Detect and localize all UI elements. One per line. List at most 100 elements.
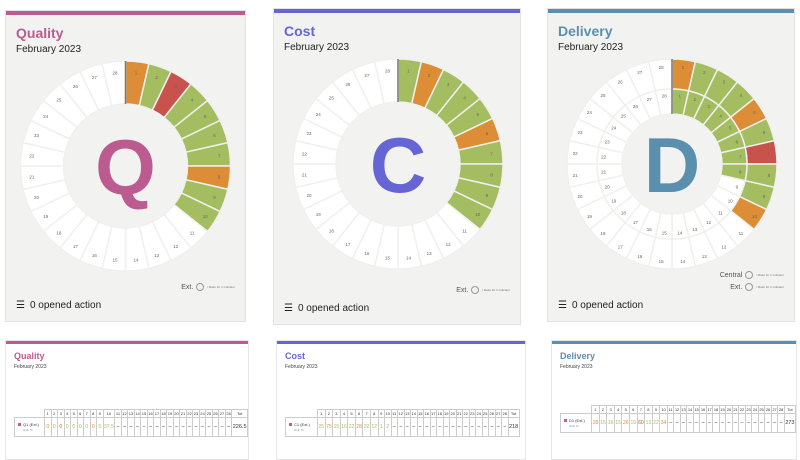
legend-label: Ext. (730, 283, 743, 291)
day-label: 10 (752, 214, 758, 219)
day-value-cell[interactable]: 28 (591, 413, 600, 433)
day-value-cell[interactable]: 12 (369, 417, 379, 437)
day-label: 22 (302, 151, 308, 156)
day-value-cell[interactable]: 0 (63, 417, 71, 437)
day-label: 8 (739, 170, 742, 175)
cost-table-card[interactable]: Cost February 2023 1 2 3 4 5 6 7 8 9 10 11 12 13 14 15 16… (276, 340, 526, 460)
day-value-cell[interactable]: 15 (598, 413, 608, 433)
day-label: 13 (427, 251, 433, 256)
table-title[interactable]: Cost (285, 351, 305, 361)
opened-actions-link[interactable]: ☰ 0 opened action (284, 303, 369, 314)
cost-card[interactable]: Cost February 2023 1 2 3 4 5 6 7 8 9 10 11 12 13 14 15 16… (273, 8, 521, 325)
day-value-cell[interactable]: 16 (606, 413, 615, 433)
day-label: 4 (463, 95, 466, 100)
day-value-cell[interactable]: 0 (83, 417, 91, 437)
day-header: 1 (591, 405, 600, 414)
delivery-card[interactable]: Delivery February 2023 1 2 3 4 5 6 7 8 9 10 11 12 13 14… (547, 8, 795, 322)
day-value-cell[interactable]: 28 (354, 417, 364, 437)
day-value-cell[interactable]: 15 (613, 413, 623, 433)
day-value-cell[interactable]: – (718, 413, 727, 433)
day-value-cell[interactable]: – (120, 417, 129, 437)
day-value-cell[interactable]: – (666, 413, 675, 433)
day-value-cell[interactable]: – (744, 413, 753, 433)
day-label: 7 (768, 151, 771, 156)
day-label: 26 (618, 79, 624, 84)
day-value-cell[interactable]: 22 (651, 413, 661, 433)
day-label: 8 (490, 173, 493, 178)
day-label: 16 (637, 254, 643, 259)
day-label: 24 (316, 112, 322, 117)
day-value-cell[interactable]: 34 (659, 413, 668, 433)
row-label: C1 (Ext.) (294, 422, 310, 427)
day-value-cell[interactable]: – (705, 413, 714, 433)
day-value-cell[interactable]: 22 (362, 417, 371, 437)
card-title[interactable]: Cost (284, 23, 316, 39)
row-label-cell[interactable]: D1 (Ext.) Unit: % (559, 413, 593, 433)
day-value-cell[interactable]: 0 (70, 417, 78, 437)
day-label: 1 (407, 68, 410, 73)
day-value-cell[interactable]: – (770, 413, 779, 433)
day-value-cell[interactable]: – (114, 417, 122, 437)
day-value-cell[interactable]: – (725, 413, 733, 433)
opened-actions-link[interactable]: ☰ 0 opened action (16, 300, 101, 311)
day-value-cell[interactable]: 22 (347, 417, 356, 437)
daily-values-table: 1 2 3 4 5 6 7 8 9 10 11 12 13 14 15 16 17 18 19 20 21 22 23 24 2… (14, 409, 248, 437)
day-label: 2 (703, 70, 706, 75)
day-label: 3 (447, 82, 450, 87)
legend-item: Ext. / Ratio for 1 indicator (730, 283, 784, 291)
day-label: 18 (56, 231, 62, 236)
legend-circle-icon (745, 271, 754, 279)
day-value-cell[interactable]: 60 (636, 413, 646, 433)
day-value-cell[interactable]: – (764, 413, 772, 433)
legend-circle-icon (471, 286, 480, 294)
delivery-table-card[interactable]: Delivery February 2023 1 2 3 4 5 6 7 8 9 10 11 12 13 14… (551, 340, 797, 460)
row-label-cell[interactable]: C1 (Ext.) Unit: % (285, 417, 318, 437)
day-header: 3 (332, 409, 341, 418)
card-title[interactable]: Delivery (558, 23, 613, 39)
day-value-cell[interactable]: 19 (629, 413, 638, 433)
day-value-cell[interactable]: – (686, 413, 694, 433)
opened-actions-label: 0 opened action (297, 303, 370, 314)
day-value-cell[interactable]: – (751, 413, 759, 433)
day-label: 5 (753, 110, 756, 115)
row-label-cell[interactable]: Q1 (Ext.) Unit: % (14, 417, 45, 437)
day-value-cell[interactable]: 0 (89, 417, 97, 437)
day-value-cell[interactable]: – (692, 413, 701, 433)
day-value-cell[interactable]: – (712, 413, 720, 433)
quality-table-card[interactable]: Quality February 2023 1 2 3 4 5 6 7 8 9 10 11 12 13 14 1… (5, 340, 249, 460)
day-value-cell[interactable]: – (673, 413, 681, 433)
day-value-cell[interactable]: 26 (621, 413, 630, 433)
day-value-cell[interactable]: – (731, 413, 740, 433)
card-color-bar (277, 341, 525, 344)
day-label: 4 (740, 93, 743, 98)
day-label: 14 (406, 256, 412, 261)
day-header: 8 (369, 409, 379, 418)
day-label: 19 (611, 199, 617, 204)
day-value-cell[interactable]: 0 (76, 417, 84, 437)
day-value-cell[interactable]: 37.5 (102, 417, 116, 437)
opened-actions-label: 0 opened action (29, 300, 102, 311)
table-title[interactable]: Delivery (560, 351, 596, 361)
quality-card[interactable]: Quality February 2023 1 2 3 4 5 6 7 8 9 10 11 12 13 14 1… (5, 10, 246, 322)
day-label: 27 (92, 75, 98, 80)
day-label: 6 (486, 131, 489, 136)
day-value-cell[interactable]: 13 (644, 413, 653, 433)
day-value-cell[interactable]: 16 (339, 417, 349, 437)
day-header: 3 (606, 405, 615, 414)
day-value-cell[interactable]: 15 (332, 417, 341, 437)
total-value-cell: 273 (783, 413, 797, 433)
day-label: 1 (682, 65, 685, 70)
day-value-cell[interactable]: – (738, 413, 746, 433)
header-spacer (561, 406, 592, 414)
day-value-cell[interactable]: – (679, 413, 688, 433)
day-value-cell[interactable]: 75 (324, 417, 334, 437)
opened-actions-link[interactable]: ☰ 0 opened action (558, 300, 643, 311)
day-label: 26 (73, 84, 79, 89)
table-title[interactable]: Quality (14, 351, 45, 361)
day-value-cell[interactable]: – (757, 413, 766, 433)
day-value-cell[interactable]: 25 (317, 417, 326, 437)
day-label: 24 (43, 114, 49, 119)
day-value-cell[interactable]: – (699, 413, 707, 433)
card-title[interactable]: Quality (16, 25, 64, 41)
table-period: February 2023 (560, 364, 593, 370)
